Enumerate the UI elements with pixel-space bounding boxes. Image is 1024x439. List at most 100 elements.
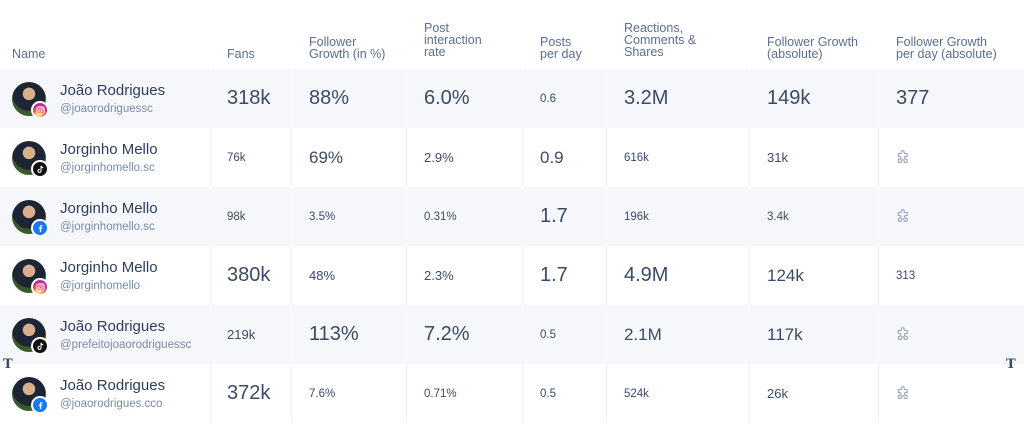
column-separator: [749, 128, 750, 187]
growth-abs-cell: 117k: [767, 324, 803, 344]
profile-name[interactable]: João Rodrigues: [60, 82, 166, 99]
tiktok-icon: [31, 337, 49, 355]
header-line: Follower Growth: [767, 35, 858, 49]
header-post-interaction[interactable]: Post interaction rate: [424, 22, 482, 59]
table-body: João Rodrigues @joaorodriguessc 318k 88% 6.0…: [0, 69, 1024, 423]
header-growth-per-day[interactable]: Follower Growth per day (absolute): [896, 36, 997, 61]
puzzle-icon[interactable]: [895, 364, 913, 423]
profile-name[interactable]: Jorginho Mello: [60, 141, 158, 158]
profile-name[interactable]: Jorginho Mello: [60, 259, 158, 276]
column-separator: [878, 69, 879, 128]
table-row[interactable]: Jorginho Mello @jorginhomello 380k 48% 2.3% 1…: [0, 246, 1024, 305]
column-separator: [878, 246, 879, 305]
header-reactions[interactable]: Reactions, Comments & Shares: [624, 22, 697, 59]
interaction-cell: 7.2%: [424, 323, 470, 345]
left-edge-mark: T: [3, 357, 13, 372]
column-separator: [749, 246, 750, 305]
posts-per-day-cell: 1.7: [540, 205, 568, 227]
avatar[interactable]: [12, 259, 49, 296]
header-line: interaction: [424, 33, 482, 47]
tiktok-icon: [31, 160, 49, 178]
growth-pct-cell: 3.5%: [309, 210, 336, 223]
posts-per-day-cell: 0.5: [540, 387, 556, 400]
avatar[interactable]: [12, 141, 49, 178]
facebook-icon: [31, 219, 49, 237]
header-line: per day (absolute): [896, 47, 997, 61]
column-separator: [406, 246, 407, 305]
growth-pct-cell: 69%: [309, 147, 344, 167]
interaction-cell: 2.9%: [424, 150, 454, 165]
table-row[interactable]: João Rodrigues @prefeitojoaorodriguessc 21…: [0, 305, 1024, 364]
reactions-cell: 3.2M: [624, 87, 669, 109]
column-separator: [291, 69, 292, 128]
profile-name[interactable]: João Rodrigues: [60, 318, 166, 335]
growth-abs-cell: 31k: [767, 150, 788, 165]
header-line: Comments &: [624, 33, 697, 47]
fans-cell: 380k: [227, 264, 271, 286]
profile-handle: @jorginhomello: [60, 280, 141, 292]
growth-pct-cell: 7.6%: [309, 387, 336, 400]
puzzle-icon[interactable]: [895, 187, 913, 246]
profile-name[interactable]: Jorginho Mello: [60, 200, 158, 217]
table-row[interactable]: João Rodrigues @joaorodriguessc 318k 88% 6.0…: [0, 69, 1024, 128]
growth-abs-cell: 149k: [767, 87, 811, 109]
column-separator: [606, 69, 607, 128]
table-row[interactable]: Jorginho Mello @jorginhomello.sc 76k 69% 2.9…: [0, 128, 1024, 187]
column-separator: [210, 69, 211, 128]
column-separator: [406, 364, 407, 423]
avatar[interactable]: [12, 318, 49, 355]
interaction-cell: 6.0%: [424, 87, 470, 109]
column-separator: [210, 305, 211, 364]
column-separator: [406, 187, 407, 246]
column-separator: [522, 364, 523, 423]
column-separator: [522, 187, 523, 246]
growth-per-day-cell: 377: [896, 87, 930, 109]
avatar[interactable]: [12, 82, 49, 119]
reactions-cell: 196k: [624, 210, 649, 223]
growth-per-day-cell: 313: [896, 269, 916, 282]
reactions-cell: 524k: [624, 387, 649, 400]
profile-handle: @jorginhomello.sc: [60, 221, 155, 233]
avatar[interactable]: [12, 200, 49, 237]
header-growth-absolute[interactable]: Follower Growth (absolute): [767, 35, 858, 61]
profile-handle: @prefeitojoaorodriguessc: [60, 339, 192, 351]
column-separator: [878, 364, 879, 423]
header-line: Posts: [540, 35, 572, 49]
header-line: (absolute): [767, 47, 823, 61]
column-separator: [406, 305, 407, 364]
column-separator: [878, 187, 879, 246]
table-row[interactable]: João Rodrigues @joaorodrigues.cco 372k 7.6%…: [0, 364, 1024, 423]
header-line: rate: [424, 45, 446, 59]
reactions-cell: 2.1M: [624, 324, 662, 344]
column-separator: [522, 305, 523, 364]
column-separator: [406, 128, 407, 187]
column-separator: [749, 187, 750, 246]
column-separator: [210, 364, 211, 423]
table-header: Name Fans Follower Growth (in %) Post in…: [0, 0, 1024, 69]
puzzle-icon[interactable]: [895, 128, 913, 187]
column-separator: [522, 69, 523, 128]
column-separator: [606, 305, 607, 364]
growth-abs-cell: 124k: [767, 265, 804, 285]
column-separator: [606, 246, 607, 305]
column-separator: [522, 128, 523, 187]
fans-cell: 98k: [227, 210, 246, 223]
table-row[interactable]: Jorginho Mello @jorginhomello.sc 98k 3.5% 0.…: [0, 187, 1024, 246]
header-line: per day: [540, 47, 582, 61]
reactions-cell: 4.9M: [624, 264, 669, 286]
interaction-cell: 2.3%: [424, 268, 454, 283]
fans-cell: 219k: [227, 327, 256, 342]
profile-name[interactable]: João Rodrigues: [60, 377, 166, 394]
facebook-icon: [31, 396, 49, 414]
column-separator: [291, 305, 292, 364]
posts-per-day-cell: 0.5: [540, 328, 556, 341]
column-separator: [878, 305, 879, 364]
header-fans[interactable]: Fans: [227, 47, 255, 61]
column-separator: [291, 128, 292, 187]
header-posts-per-day[interactable]: Posts per day: [540, 35, 582, 61]
puzzle-icon[interactable]: [895, 305, 913, 364]
growth-pct-cell: 88%: [309, 87, 350, 109]
avatar[interactable]: [12, 377, 49, 414]
header-name[interactable]: Name: [12, 47, 46, 61]
header-follower-growth-pct[interactable]: Follower Growth (in %): [309, 36, 385, 61]
